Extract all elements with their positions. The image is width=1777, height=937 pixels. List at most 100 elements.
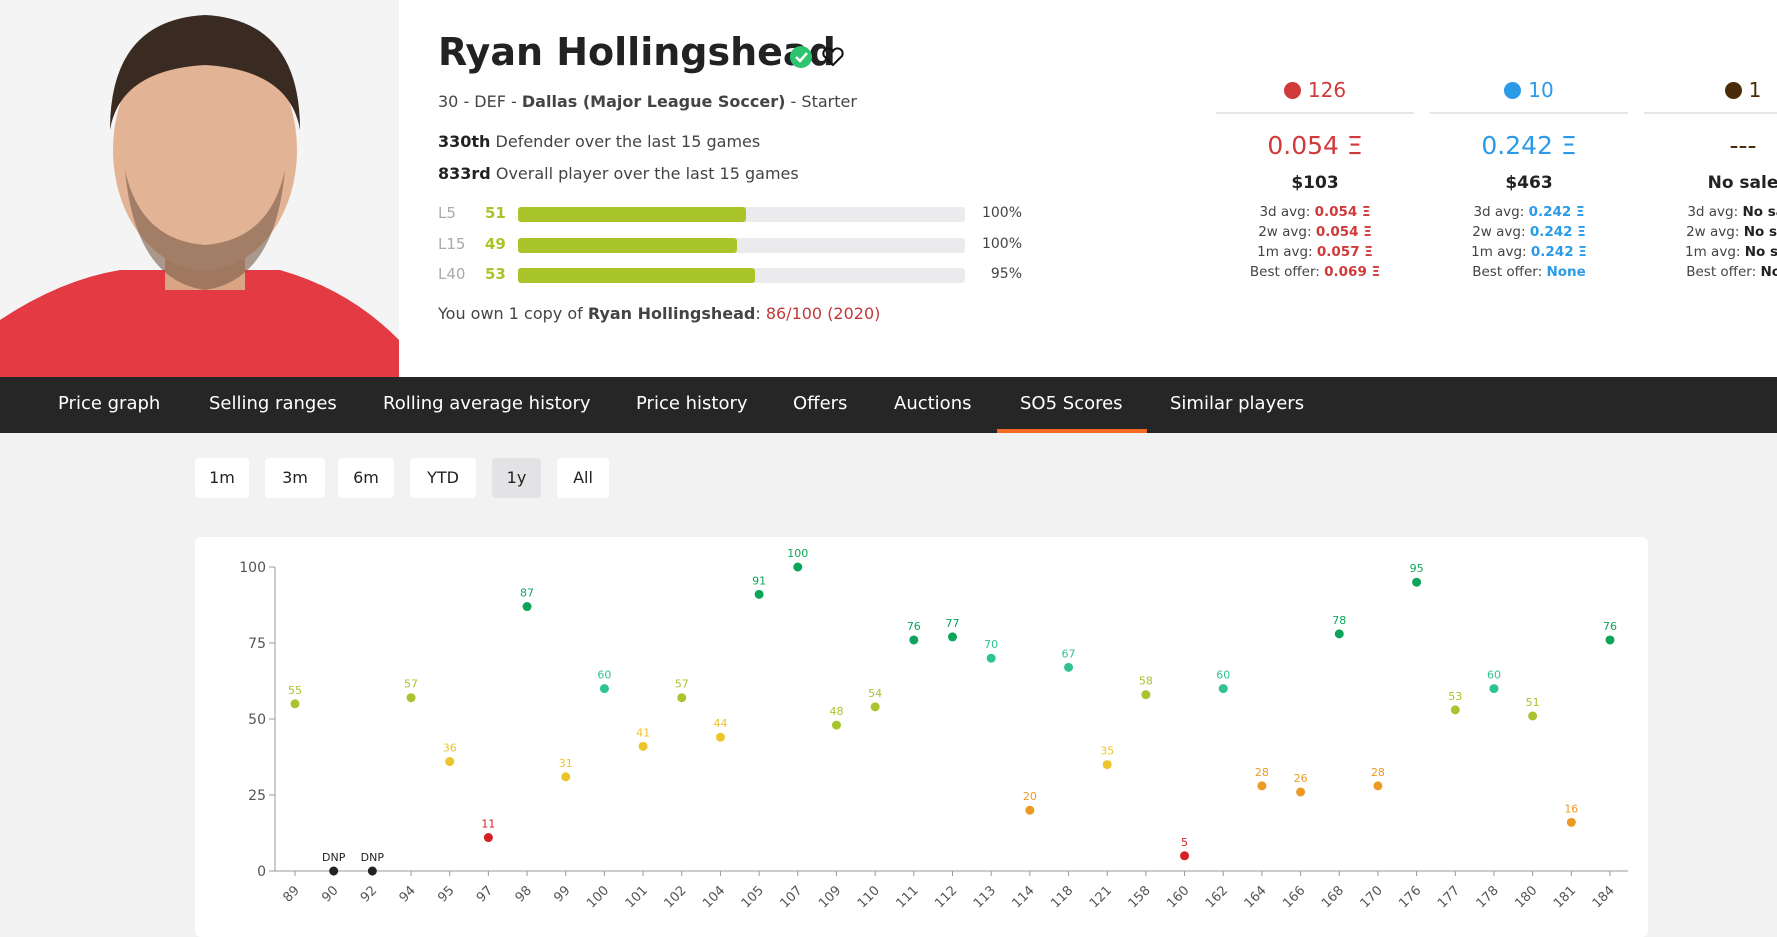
score-label: 28 bbox=[1371, 766, 1385, 779]
score-point bbox=[483, 833, 493, 843]
rank-line: 833rd Overall player over the last 15 ga… bbox=[438, 164, 799, 183]
avg-value: 0.242 Ξ bbox=[1529, 224, 1586, 240]
x-tick-label: 181 bbox=[1551, 883, 1579, 911]
x-tick-label: 98 bbox=[513, 883, 535, 905]
score-point bbox=[406, 693, 416, 703]
x-tick-label: 95 bbox=[435, 883, 457, 905]
stat-bar bbox=[518, 207, 746, 222]
avg-row: 2w avg: 0.054 Ξ bbox=[1216, 224, 1414, 240]
score-point bbox=[1296, 787, 1306, 797]
stat-score: 53 bbox=[485, 265, 506, 283]
x-tick-label: 102 bbox=[661, 883, 689, 911]
score-label: 48 bbox=[829, 705, 843, 718]
age-position: 30 - DEF - bbox=[438, 92, 517, 111]
stat-pct: 100% bbox=[981, 205, 1022, 221]
y-tick-label: 50 bbox=[248, 712, 266, 728]
avg-label: 2w avg: bbox=[1472, 224, 1526, 240]
x-tick-label: 162 bbox=[1203, 883, 1231, 911]
score-label: 5 bbox=[1181, 836, 1188, 849]
price: --- bbox=[1729, 131, 1757, 160]
range-button[interactable]: 1m bbox=[195, 458, 249, 498]
score-point bbox=[870, 702, 880, 712]
score-label: 76 bbox=[1603, 620, 1617, 633]
dnp-label: DNP bbox=[322, 851, 346, 864]
x-tick-label: 118 bbox=[1048, 883, 1076, 911]
score-point bbox=[522, 602, 532, 612]
score-label: 36 bbox=[443, 742, 457, 755]
score-label: 57 bbox=[404, 678, 418, 691]
avg-label: 3d avg: bbox=[1473, 204, 1525, 220]
tab[interactable]: Auctions bbox=[894, 393, 972, 414]
x-tick-label: 177 bbox=[1435, 883, 1463, 911]
score-label: 60 bbox=[1216, 669, 1230, 682]
avg-row: 2w avg: 0.242 Ξ bbox=[1430, 224, 1628, 240]
score-point bbox=[1025, 805, 1035, 815]
x-tick-label: 111 bbox=[893, 883, 921, 911]
x-tick-label: 107 bbox=[777, 883, 805, 911]
x-tick-label: 99 bbox=[551, 883, 573, 905]
x-tick-label: 94 bbox=[397, 883, 419, 905]
avg-row: 1m avg: 0.057 Ξ bbox=[1216, 244, 1414, 260]
range-button[interactable]: All bbox=[557, 458, 609, 498]
usd-price: $103 bbox=[1291, 173, 1339, 193]
score-label: 60 bbox=[597, 669, 611, 682]
y-tick-label: 75 bbox=[248, 636, 266, 652]
x-tick-label: 89 bbox=[281, 883, 303, 905]
price-column: 126 0.054 Ξ $103 3d avg: 0.054 Ξ 2w avg: 0.0… bbox=[1216, 0, 1414, 300]
avg-row: 1m avg: 0.242 Ξ bbox=[1430, 244, 1628, 260]
score-point bbox=[1566, 817, 1576, 827]
avg-label: Best offer: bbox=[1249, 264, 1320, 280]
x-tick-label: 100 bbox=[584, 883, 612, 911]
verified-and-favorite-icons bbox=[790, 46, 844, 68]
price-count-row: 126 bbox=[1216, 78, 1414, 102]
x-tick-label: 105 bbox=[739, 883, 767, 911]
score-point bbox=[793, 562, 803, 572]
score-label: 70 bbox=[984, 638, 998, 651]
x-tick-label: 184 bbox=[1590, 883, 1618, 911]
divider bbox=[1644, 112, 1777, 114]
avg-row: 2w avg: No sale bbox=[1644, 224, 1777, 240]
x-tick-label: 164 bbox=[1242, 883, 1270, 911]
y-tick-label: 0 bbox=[257, 864, 266, 880]
tab[interactable]: SO5 Scores bbox=[1020, 393, 1123, 414]
tab[interactable]: Price history bbox=[636, 393, 748, 414]
tab[interactable]: Selling ranges bbox=[209, 393, 337, 414]
own-card[interactable]: 86/100 (2020) bbox=[765, 304, 881, 323]
price-count-row: 1 bbox=[1644, 78, 1777, 102]
x-tick-label: 109 bbox=[816, 883, 844, 911]
divider bbox=[1216, 112, 1414, 114]
score-point bbox=[290, 699, 300, 709]
x-tick-label: 170 bbox=[1358, 883, 1386, 911]
score-point bbox=[1334, 629, 1344, 639]
score-label: 44 bbox=[713, 717, 727, 730]
own-prefix: You own 1 copy of bbox=[438, 304, 583, 323]
avg-label: 1m avg: bbox=[1685, 244, 1741, 260]
score-label: 58 bbox=[1139, 675, 1153, 688]
price: 0.054 Ξ bbox=[1267, 131, 1363, 160]
avg-row: 3d avg: No sale bbox=[1644, 204, 1777, 220]
range-button[interactable]: YTD bbox=[410, 458, 476, 498]
tab[interactable]: Similar players bbox=[1170, 393, 1305, 414]
score-label: 100 bbox=[787, 547, 808, 560]
avg-value: No sale bbox=[1744, 244, 1777, 260]
range-button[interactable]: 6m bbox=[338, 458, 394, 498]
stat-pct: 95% bbox=[990, 266, 1022, 282]
x-tick-label: 160 bbox=[1164, 883, 1192, 911]
own-name: Ryan Hollingshead bbox=[587, 304, 756, 323]
usd-price: $463 bbox=[1505, 173, 1553, 193]
avg-label: 3d avg: bbox=[1259, 204, 1311, 220]
score-point bbox=[638, 741, 648, 751]
rank-line: 330th Defender over the last 15 games bbox=[438, 132, 760, 151]
player-header: Ryan Hollingshead 30 - DEF - Dallas (Maj… bbox=[0, 0, 1777, 377]
tab[interactable]: Offers bbox=[793, 393, 848, 414]
rarity-dot bbox=[1283, 82, 1301, 99]
range-button[interactable]: 3m bbox=[265, 458, 325, 498]
score-label: 31 bbox=[559, 757, 573, 770]
tab[interactable]: Price graph bbox=[58, 393, 161, 414]
divider bbox=[1430, 112, 1628, 114]
score-point bbox=[1180, 851, 1190, 861]
score-label: 91 bbox=[752, 574, 766, 587]
range-button[interactable]: 1y bbox=[492, 458, 541, 498]
score-point bbox=[986, 653, 996, 663]
tab[interactable]: Rolling average history bbox=[383, 393, 591, 414]
